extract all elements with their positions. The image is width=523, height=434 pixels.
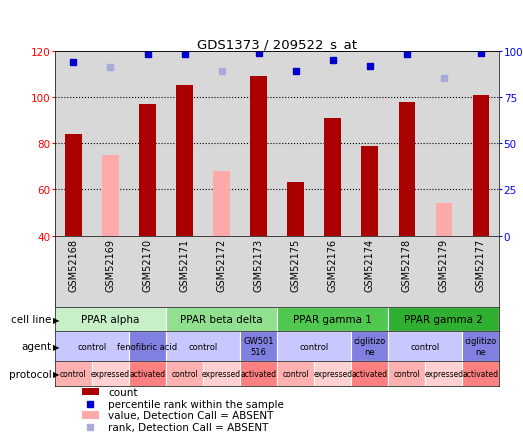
Bar xyxy=(176,86,193,236)
Text: GSM52179: GSM52179 xyxy=(439,238,449,291)
Text: ▶: ▶ xyxy=(53,342,60,351)
Bar xyxy=(388,361,425,386)
Bar xyxy=(277,308,388,332)
Bar xyxy=(129,332,166,361)
Text: cell line: cell line xyxy=(11,315,51,325)
Bar xyxy=(92,361,129,386)
Bar xyxy=(436,204,452,236)
Bar xyxy=(351,332,388,361)
Bar xyxy=(425,361,462,386)
Text: count: count xyxy=(108,387,138,397)
Bar xyxy=(55,332,129,361)
Text: fenofibric acid: fenofibric acid xyxy=(118,342,178,351)
Bar xyxy=(65,135,82,236)
Bar xyxy=(351,361,388,386)
Bar xyxy=(287,183,304,236)
Bar xyxy=(462,361,499,386)
Bar xyxy=(277,332,351,361)
Text: ▶: ▶ xyxy=(53,315,60,324)
Text: GSM52170: GSM52170 xyxy=(143,238,153,291)
Bar xyxy=(166,332,240,361)
Bar xyxy=(251,77,267,236)
Text: GSM52169: GSM52169 xyxy=(106,238,116,291)
Bar xyxy=(166,308,277,332)
Bar xyxy=(314,361,351,386)
Bar xyxy=(462,332,499,361)
Bar xyxy=(388,332,462,361)
Text: activated: activated xyxy=(463,369,499,378)
Bar xyxy=(240,361,277,386)
Text: GSM52168: GSM52168 xyxy=(69,238,78,291)
Text: GSM52176: GSM52176 xyxy=(328,238,338,291)
Text: protocol: protocol xyxy=(8,369,51,378)
Bar xyxy=(82,388,99,395)
Text: control: control xyxy=(300,342,329,351)
Text: control: control xyxy=(171,369,198,378)
Text: control: control xyxy=(411,342,440,351)
Text: PPAR gamma 2: PPAR gamma 2 xyxy=(404,315,483,325)
Text: control: control xyxy=(282,369,309,378)
Bar xyxy=(399,102,415,236)
Bar xyxy=(240,332,277,361)
Text: expressed: expressed xyxy=(313,369,353,378)
Text: PPAR beta delta: PPAR beta delta xyxy=(180,315,263,325)
Text: ▶: ▶ xyxy=(53,369,60,378)
Bar xyxy=(277,361,314,386)
Bar xyxy=(388,308,499,332)
Bar xyxy=(55,308,166,332)
Bar xyxy=(102,155,119,236)
Text: GW501
516: GW501 516 xyxy=(243,337,274,356)
Text: ciglitizo
ne: ciglitizo ne xyxy=(354,337,386,356)
Bar xyxy=(55,361,92,386)
Text: control: control xyxy=(60,369,87,378)
Title: GDS1373 / 209522_s_at: GDS1373 / 209522_s_at xyxy=(197,37,357,50)
Bar xyxy=(203,361,240,386)
Text: control: control xyxy=(393,369,420,378)
Text: expressed: expressed xyxy=(91,369,130,378)
Text: PPAR alpha: PPAR alpha xyxy=(81,315,140,325)
Text: expressed: expressed xyxy=(202,369,241,378)
Text: activated: activated xyxy=(352,369,388,378)
Bar xyxy=(82,411,99,419)
Bar xyxy=(139,105,156,236)
Text: value, Detection Call = ABSENT: value, Detection Call = ABSENT xyxy=(108,411,274,421)
Text: GSM52171: GSM52171 xyxy=(179,238,189,291)
Text: ciglitizo
ne: ciglitizo ne xyxy=(465,337,497,356)
Bar xyxy=(166,361,203,386)
Bar xyxy=(324,118,341,236)
Text: rank, Detection Call = ABSENT: rank, Detection Call = ABSENT xyxy=(108,422,269,432)
Text: activated: activated xyxy=(241,369,277,378)
Text: GSM52175: GSM52175 xyxy=(291,238,301,291)
Text: expressed: expressed xyxy=(424,369,463,378)
Text: GSM52172: GSM52172 xyxy=(217,238,226,291)
Text: PPAR gamma 1: PPAR gamma 1 xyxy=(293,315,372,325)
Bar xyxy=(129,361,166,386)
Text: control: control xyxy=(77,342,107,351)
Bar xyxy=(213,171,230,236)
Text: agent: agent xyxy=(21,342,51,351)
Text: GSM52173: GSM52173 xyxy=(254,238,264,291)
Text: percentile rank within the sample: percentile rank within the sample xyxy=(108,398,284,408)
Text: activated: activated xyxy=(130,369,166,378)
Bar xyxy=(361,146,378,236)
Bar xyxy=(473,95,490,236)
Text: GSM52174: GSM52174 xyxy=(365,238,375,291)
Text: GSM52178: GSM52178 xyxy=(402,238,412,291)
Text: GSM52177: GSM52177 xyxy=(476,238,486,291)
Text: control: control xyxy=(188,342,218,351)
